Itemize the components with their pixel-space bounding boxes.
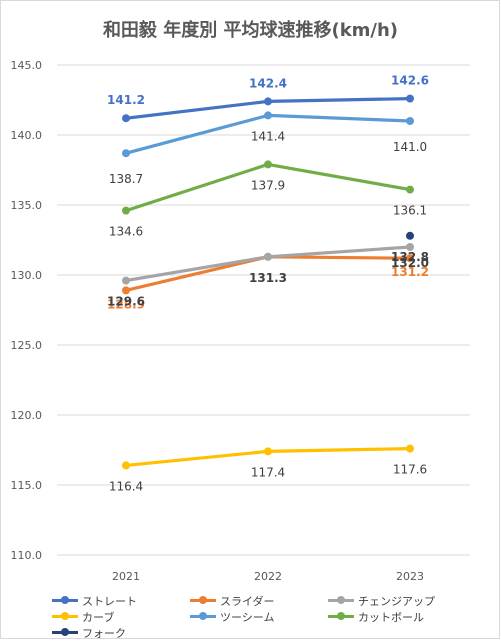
data-point xyxy=(122,286,130,295)
x-tick-label: 2023 xyxy=(396,570,424,583)
data-point xyxy=(264,252,272,261)
data-label: 137.9 xyxy=(251,178,285,192)
data-label: 142.4 xyxy=(249,76,287,90)
y-tick-label: 145.0 xyxy=(11,59,43,72)
legend-label: スライダー xyxy=(220,595,275,608)
legend-swatch xyxy=(52,611,78,621)
y-tick-label: 125.0 xyxy=(11,339,43,352)
data-label: 131.3 xyxy=(249,271,287,285)
legend-swatch xyxy=(52,627,78,637)
data-label: 141.2 xyxy=(107,93,145,107)
legend-label: チェンジアップ xyxy=(358,595,435,608)
data-point xyxy=(406,185,414,194)
data-point xyxy=(406,243,414,251)
data-label: 129.6 xyxy=(107,295,145,309)
chart-title: 和田毅 年度別 平均球速推移(km/h) xyxy=(102,20,399,41)
data-label: 142.6 xyxy=(391,74,429,88)
data-point xyxy=(406,444,414,453)
y-tick-label: 115.0 xyxy=(11,479,43,492)
legend-swatch xyxy=(52,595,78,605)
data-label: 131.2 xyxy=(391,265,429,279)
legend-label: カーブ xyxy=(82,611,115,624)
y-tick-label: 135.0 xyxy=(11,199,43,212)
plot-area: 110.0 115.0 120.0 125.0 130.0 135.0 140.0 145.0… xyxy=(11,59,470,583)
y-tick-label: 110.0 xyxy=(11,549,43,562)
data-label: 128.9 xyxy=(107,297,145,311)
data-point xyxy=(264,447,272,456)
data-label: 141.4 xyxy=(251,129,285,143)
data-label: 132.8 xyxy=(391,250,429,264)
data-label: 136.1 xyxy=(393,204,427,218)
legend-label: ストレート xyxy=(82,595,137,608)
data-point xyxy=(264,97,272,106)
data-point xyxy=(122,276,130,285)
data-point xyxy=(122,114,130,123)
legend-label: カットボール xyxy=(358,611,424,624)
data-point xyxy=(406,254,414,263)
x-tick-label: 2021 xyxy=(112,570,140,583)
y-tick-label: 140.0 xyxy=(11,129,43,142)
y-tick-label: 130.0 xyxy=(11,269,43,282)
legend-label: ツーシーム xyxy=(220,611,275,624)
data-label: 117.6 xyxy=(393,463,427,477)
legend-swatch xyxy=(190,611,216,621)
data-label: 141.0 xyxy=(393,140,427,154)
x-tick-label: 2022 xyxy=(254,570,282,583)
data-label: 116.4 xyxy=(109,479,143,493)
legend-label: フォーク xyxy=(82,627,126,640)
legend-swatch xyxy=(328,611,354,621)
legend-swatch xyxy=(328,595,354,605)
data-point xyxy=(406,117,414,125)
data-point xyxy=(406,94,414,103)
data-label: 132.0 xyxy=(391,256,429,270)
y-tick-label: 120.0 xyxy=(11,409,43,422)
data-point xyxy=(264,160,272,169)
data-point xyxy=(122,149,130,158)
data-point xyxy=(264,111,272,120)
data-point xyxy=(122,206,130,215)
data-label: 138.7 xyxy=(109,172,143,186)
data-point xyxy=(122,461,130,470)
data-label: 117.4 xyxy=(251,465,285,479)
data-point xyxy=(406,231,414,240)
data-label: 134.6 xyxy=(109,225,143,239)
legend-swatch xyxy=(190,595,216,605)
